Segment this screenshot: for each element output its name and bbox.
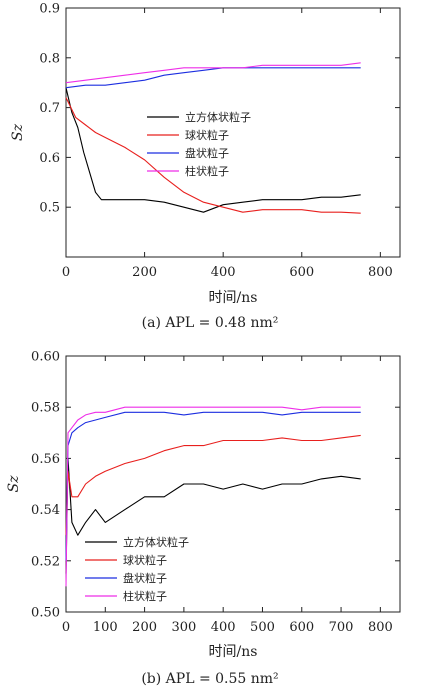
x-tick-label-b: 100	[93, 620, 118, 635]
y-tick-label-b: 0.52	[31, 554, 60, 569]
y-tick-label-b: 0.58	[31, 401, 60, 416]
y-tick-label-a: 0.8	[39, 51, 60, 66]
series-line-a-2	[65, 67, 361, 89]
series-line-b-2	[65, 411, 361, 561]
x-tick-label-a: 0	[62, 265, 70, 280]
y-axis-label-b: Sz	[6, 475, 22, 493]
x-axis-label-b: 时间/ns	[209, 644, 258, 660]
x-tick-label-b: 400	[211, 620, 236, 635]
legend-label-a-3: 柱状粒子	[185, 164, 229, 178]
legend-label-a-0: 立方体状粒子	[185, 110, 251, 124]
series-line-a-3	[65, 62, 361, 84]
y-axis-label-a: Sz	[10, 123, 26, 141]
legend-label-b-3: 柱状粒子	[123, 589, 167, 603]
series-line-a-1	[65, 97, 361, 214]
legend-label-b-0: 立方体状粒子	[123, 535, 189, 549]
x-tick-label-b: 600	[289, 620, 314, 635]
series-line-a-0	[65, 87, 361, 213]
plot-frame-b	[65, 355, 401, 613]
y-tick-label-b: 0.50	[31, 606, 60, 621]
x-tick-label-b: 300	[171, 620, 196, 635]
x-tick-label-a: 200	[132, 265, 157, 280]
y-tick-label-a: 0.5	[39, 201, 60, 216]
y-tick-label-a: 0.9	[39, 2, 60, 17]
x-axis-label-a: 时间/ns	[209, 290, 258, 306]
x-tick-label-a: 800	[368, 265, 393, 280]
x-tick-label-b: 700	[329, 620, 354, 635]
x-tick-label-b: 0	[62, 620, 70, 635]
y-tick-label-b: 0.56	[31, 452, 60, 467]
caption-b: (b) APL = 0.55 nm²	[141, 671, 278, 687]
series-line-b-1	[65, 434, 361, 536]
y-tick-label-b: 0.54	[31, 503, 60, 518]
legend-label-a-1: 球状粒子	[185, 128, 229, 142]
y-tick-label-a: 0.7	[39, 101, 60, 116]
legend-label-b-1: 球状粒子	[123, 553, 167, 567]
legend-label-b-2: 盘状粒子	[123, 571, 167, 585]
chart-b: (b) APL = 0.55 nm² 0 100 200 300 400 500 600 70…	[6, 350, 401, 687]
x-tick-label-b: 500	[250, 620, 275, 635]
y-tick-label-a: 0.6	[39, 151, 60, 166]
x-tick-label-a: 600	[289, 265, 314, 280]
series-line-b-3	[65, 406, 361, 587]
y-tick-label-b: 0.60	[31, 350, 60, 365]
legend-label-a-2: 盘状粒子	[185, 146, 229, 160]
plot-frame-a	[65, 7, 401, 258]
caption-a: (a) APL = 0.48 nm²	[142, 315, 279, 331]
x-tick-label-b: 800	[368, 620, 393, 635]
chart-a: (a) APL = 0.48 nm² 0 200 400 600 800 0.5 0.6 0.…	[10, 2, 401, 331]
x-tick-label-b: 200	[132, 620, 157, 635]
x-tick-label-a: 400	[211, 265, 236, 280]
series-line-b-0	[65, 457, 361, 574]
